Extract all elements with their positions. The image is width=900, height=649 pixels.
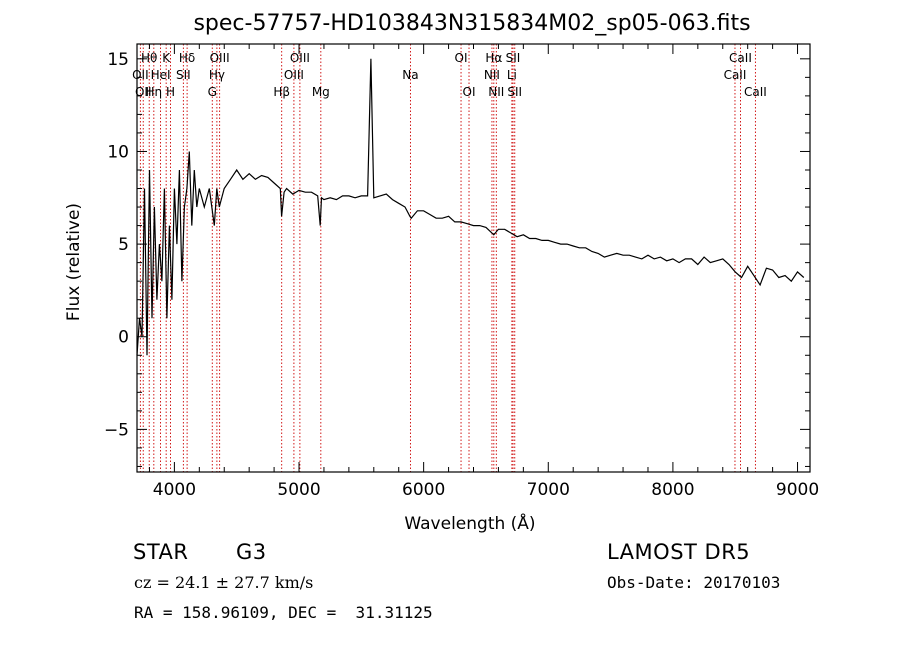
line-label: Hδ bbox=[179, 51, 195, 65]
x-tick-label: 9000 bbox=[776, 480, 819, 500]
observation-date: Obs-Date: 20170103 bbox=[607, 573, 781, 592]
y-axis-label: Flux (relative) bbox=[64, 203, 84, 321]
y-tick-label: −5 bbox=[104, 420, 129, 440]
y-tick-label: 5 bbox=[118, 235, 129, 255]
line-label: Hγ bbox=[209, 68, 225, 82]
line-label: OIII bbox=[290, 51, 310, 65]
line-label: Na bbox=[402, 68, 418, 82]
y-tick-label: 10 bbox=[107, 142, 129, 162]
x-tick-label: 5000 bbox=[277, 480, 320, 500]
redshift-value: cz = 24.1 ± 27.7 km/s bbox=[134, 573, 314, 592]
line-label: NII bbox=[484, 68, 500, 82]
line-label: OIII bbox=[210, 51, 230, 65]
x-tick-label: 4000 bbox=[153, 480, 196, 500]
line-label: Mg bbox=[312, 85, 330, 99]
x-tick-label: 8000 bbox=[651, 480, 694, 500]
survey-name: LAMOST DR5 bbox=[607, 540, 751, 564]
line-label: OII bbox=[132, 68, 149, 82]
line-label: H bbox=[166, 85, 175, 99]
line-label: Li bbox=[507, 68, 517, 82]
emission-line-labels: OIIOIIHθHηHeIKHSIIHδGHγOIIIHβOIIIOIIIMgN… bbox=[132, 51, 767, 99]
x-axis-ticks: 4000 5000 6000 7000 8000 9000 bbox=[148, 44, 819, 500]
line-label: OI bbox=[463, 85, 476, 99]
line-label: Hβ bbox=[273, 85, 290, 99]
y-tick-label: 15 bbox=[107, 50, 129, 70]
x-axis-label: Wavelength (Å) bbox=[404, 512, 535, 534]
line-label: Hη bbox=[146, 85, 163, 99]
line-label: Hθ bbox=[141, 51, 157, 65]
line-label: CaII bbox=[744, 85, 767, 99]
line-label: Hα bbox=[485, 51, 502, 65]
emission-line-markers bbox=[139, 44, 756, 472]
line-label: SII bbox=[506, 51, 521, 65]
object-subclass: G3 bbox=[236, 540, 267, 564]
line-label: NII bbox=[488, 85, 504, 99]
line-label: OIII bbox=[284, 68, 304, 82]
y-axis-ticks: −5 0 5 10 15 bbox=[104, 50, 810, 467]
line-label: SII bbox=[176, 68, 191, 82]
x-tick-label: 6000 bbox=[402, 480, 445, 500]
x-tick-label: 7000 bbox=[527, 480, 570, 500]
plot-frame bbox=[136, 43, 811, 473]
y-tick-label: 0 bbox=[118, 328, 129, 348]
spectrum-line bbox=[136, 58, 805, 356]
line-label: CaII bbox=[724, 68, 747, 82]
line-label: CaII bbox=[729, 51, 752, 65]
object-class: STAR bbox=[133, 540, 189, 564]
line-label: SII bbox=[507, 85, 522, 99]
line-label: HeI bbox=[151, 68, 171, 82]
line-label: G bbox=[208, 85, 217, 99]
coordinates: RA = 158.96109, DEC = 31.31125 bbox=[134, 603, 433, 622]
line-label: K bbox=[162, 51, 171, 65]
chart-title: spec-57757-HD103843N315834M02_sp05-063.f… bbox=[193, 11, 750, 36]
line-label: OI bbox=[455, 51, 468, 65]
